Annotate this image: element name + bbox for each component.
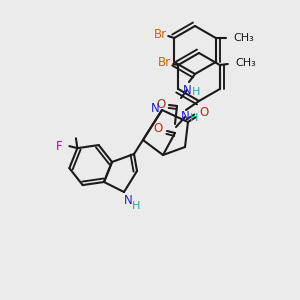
- Text: O: O: [156, 98, 166, 110]
- Text: F: F: [56, 140, 63, 153]
- Text: Br: Br: [158, 56, 171, 68]
- Text: CH₃: CH₃: [234, 33, 254, 43]
- Text: O: O: [200, 106, 208, 118]
- Text: N: N: [124, 194, 132, 206]
- Text: CH₃: CH₃: [236, 58, 256, 68]
- Text: H: H: [192, 87, 200, 97]
- Text: N: N: [183, 83, 191, 97]
- Text: H: H: [190, 113, 198, 123]
- Text: Br: Br: [154, 28, 167, 40]
- Text: H: H: [132, 201, 140, 211]
- Text: N: N: [151, 101, 159, 115]
- Text: O: O: [153, 122, 163, 136]
- Text: N: N: [181, 110, 189, 124]
